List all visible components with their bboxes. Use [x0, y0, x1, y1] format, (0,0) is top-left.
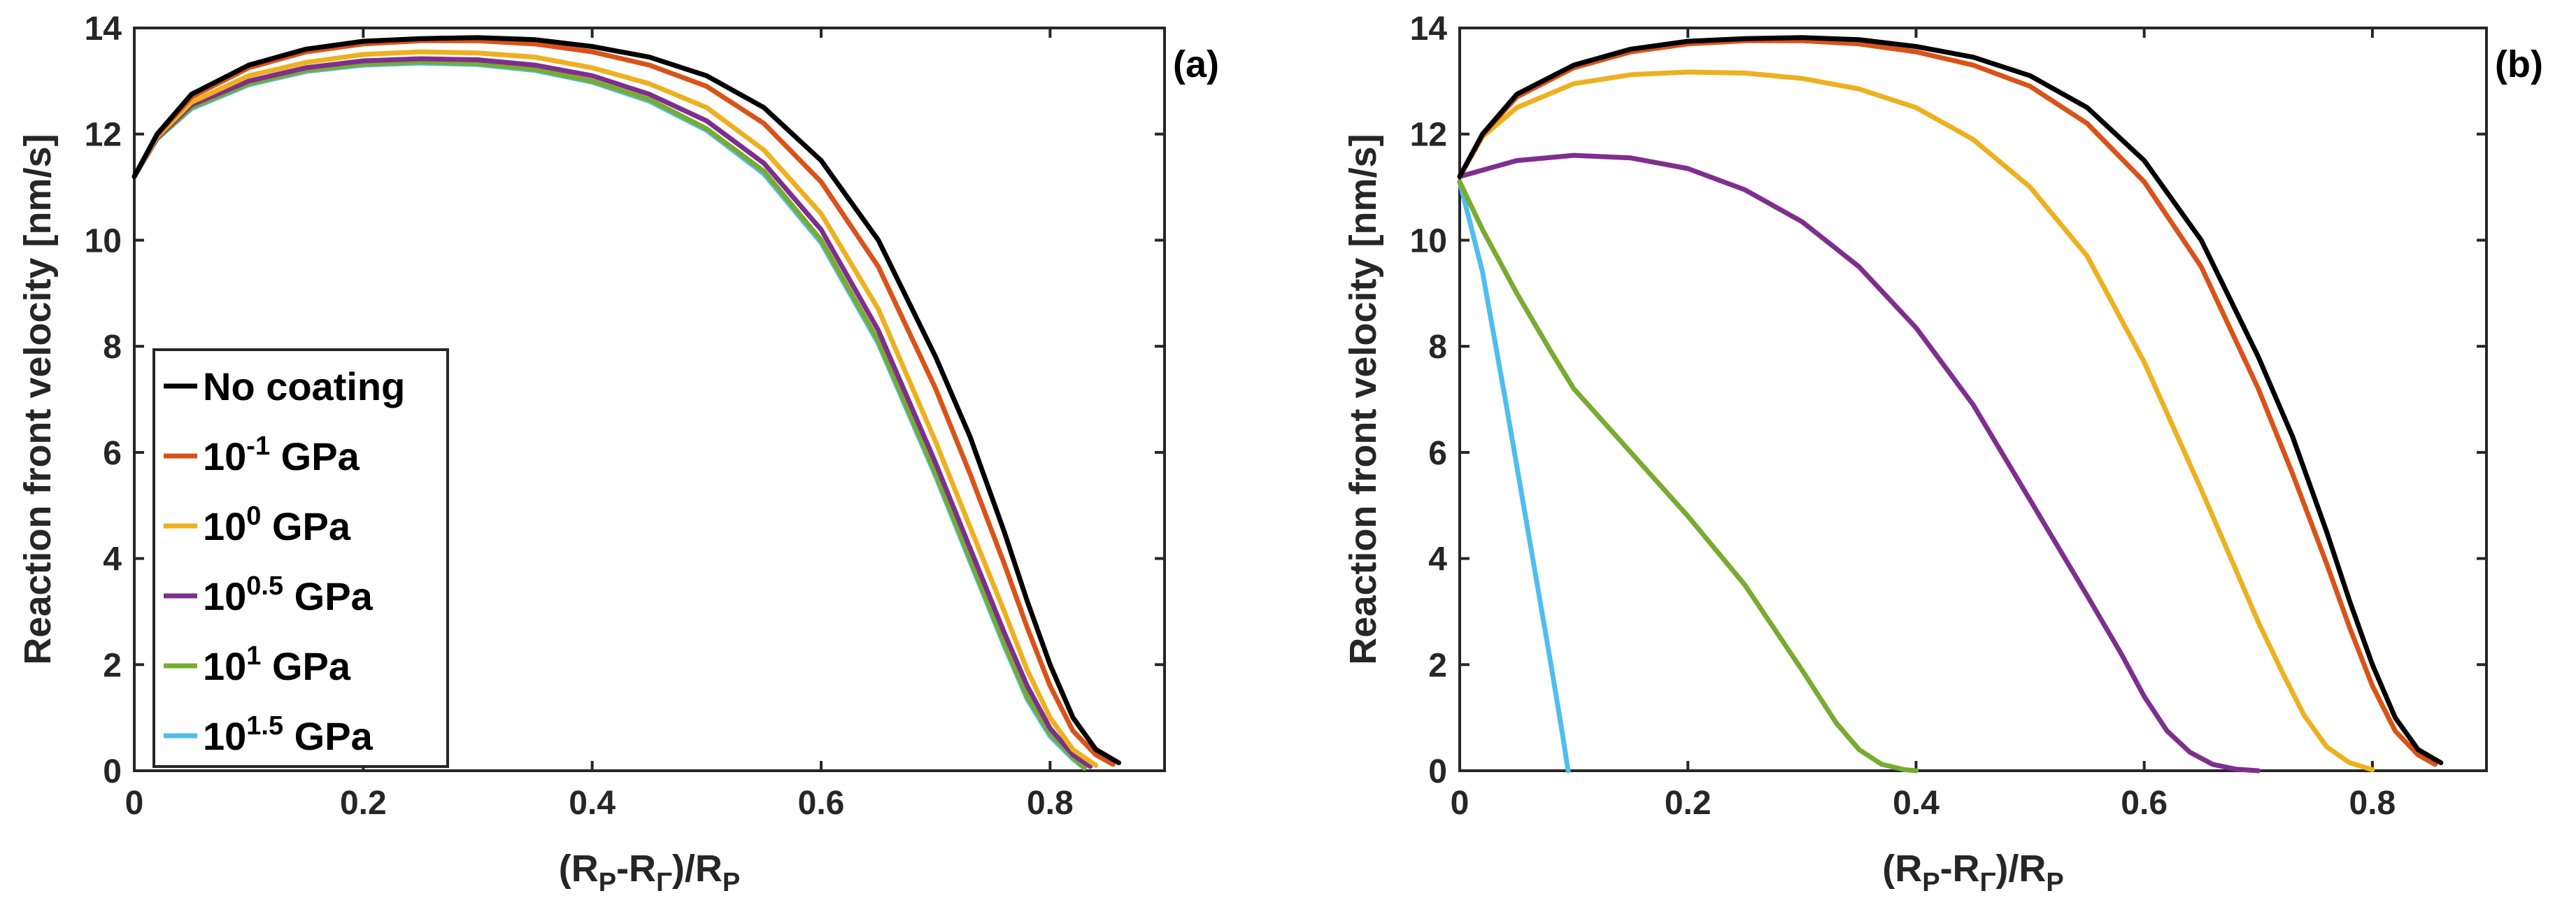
y-tick-label: 8	[103, 329, 122, 366]
y-tick-label: 4	[1428, 541, 1447, 578]
legend-label: No coating	[203, 364, 405, 408]
x-tick-label: 0.8	[1027, 785, 1074, 822]
y-tick-label: 6	[1428, 435, 1447, 472]
series-line-1	[131, 38, 1116, 767]
y-tick-label: 0	[103, 753, 122, 790]
x-tick-label: 0.4	[1893, 785, 1940, 822]
x-tick-label: 0.2	[1665, 785, 1712, 822]
legend-label: 10-1 GPa	[203, 432, 360, 478]
series-line-2	[1457, 69, 2375, 772]
legend-box	[152, 348, 449, 768]
y-tick-label: 4	[103, 541, 122, 578]
y-tick-label: 14	[1410, 10, 1448, 48]
panel-label: (a)	[1173, 43, 1219, 85]
panel-a-chart: 0 0.2 0.4 0.6 0.8 0 2 4 6 8 10 12 14 (RP​-RΓ​)/RP​ Rea…	[17, 10, 1219, 897]
y-tick-label: 12	[1410, 117, 1447, 154]
x-tick-label: 0.8	[2349, 785, 2396, 822]
plot-frame	[133, 27, 1166, 772]
y-axis-label: Reaction front velocity [nm/s]	[1342, 134, 1384, 664]
x-axis-label: (RP​-RΓ​)/RP​	[1882, 848, 2064, 897]
y-tick-label: 2	[103, 647, 122, 684]
y-tick-label: 2	[1428, 647, 1447, 684]
legend-label: 101.5 GPa	[203, 711, 373, 758]
series-line-3	[131, 56, 1093, 769]
panel-label: (b)	[2495, 43, 2543, 85]
legend-label: 100 GPa	[203, 501, 351, 548]
series-line-3	[1457, 152, 2261, 774]
y-tick-label: 10	[1410, 222, 1447, 259]
legend-label: 101 GPa	[203, 641, 351, 688]
y-tick-label: 6	[103, 435, 122, 472]
y-axis-label: Reaction front velocity [nm/s]	[17, 134, 59, 664]
panel-b-chart: 0 0.2 0.4 0.6 0.8 0 2 4 6 8 10 12 14 (RP​-RΓ​)/RP​ Rea…	[1342, 10, 2543, 897]
series-line-0	[131, 35, 1121, 766]
x-tick-label: 0.6	[2121, 785, 2168, 822]
x-tick-label: 0.4	[569, 785, 615, 822]
x-tick-label: 0	[1451, 785, 1470, 822]
series-line-4	[131, 59, 1087, 770]
plot-frame	[1458, 27, 2488, 772]
y-tick-label: 12	[85, 117, 122, 154]
y-tick-label: 14	[85, 10, 122, 48]
y-tick-label: 8	[1428, 329, 1447, 366]
x-tick-label: 0	[125, 785, 144, 822]
series-line-0	[1457, 35, 2444, 766]
series-line-4	[1457, 179, 1919, 774]
x-tick-label: 0.2	[340, 785, 387, 822]
x-axis-label: (RP​-RΓ​)/RP​	[559, 848, 741, 897]
x-tick-label: 0.6	[798, 785, 845, 822]
series-line-1	[1457, 38, 2438, 767]
y-tick-label: 0	[1428, 753, 1447, 790]
series-line-5	[1457, 179, 1571, 774]
series-line-2	[131, 49, 1099, 768]
y-tick-label: 10	[85, 222, 122, 259]
legend: No coating 10-1 GPa 100 GPa 100.5 GPa 101 GP…	[152, 348, 449, 768]
legend-label: 100.5 GPa	[203, 571, 373, 618]
